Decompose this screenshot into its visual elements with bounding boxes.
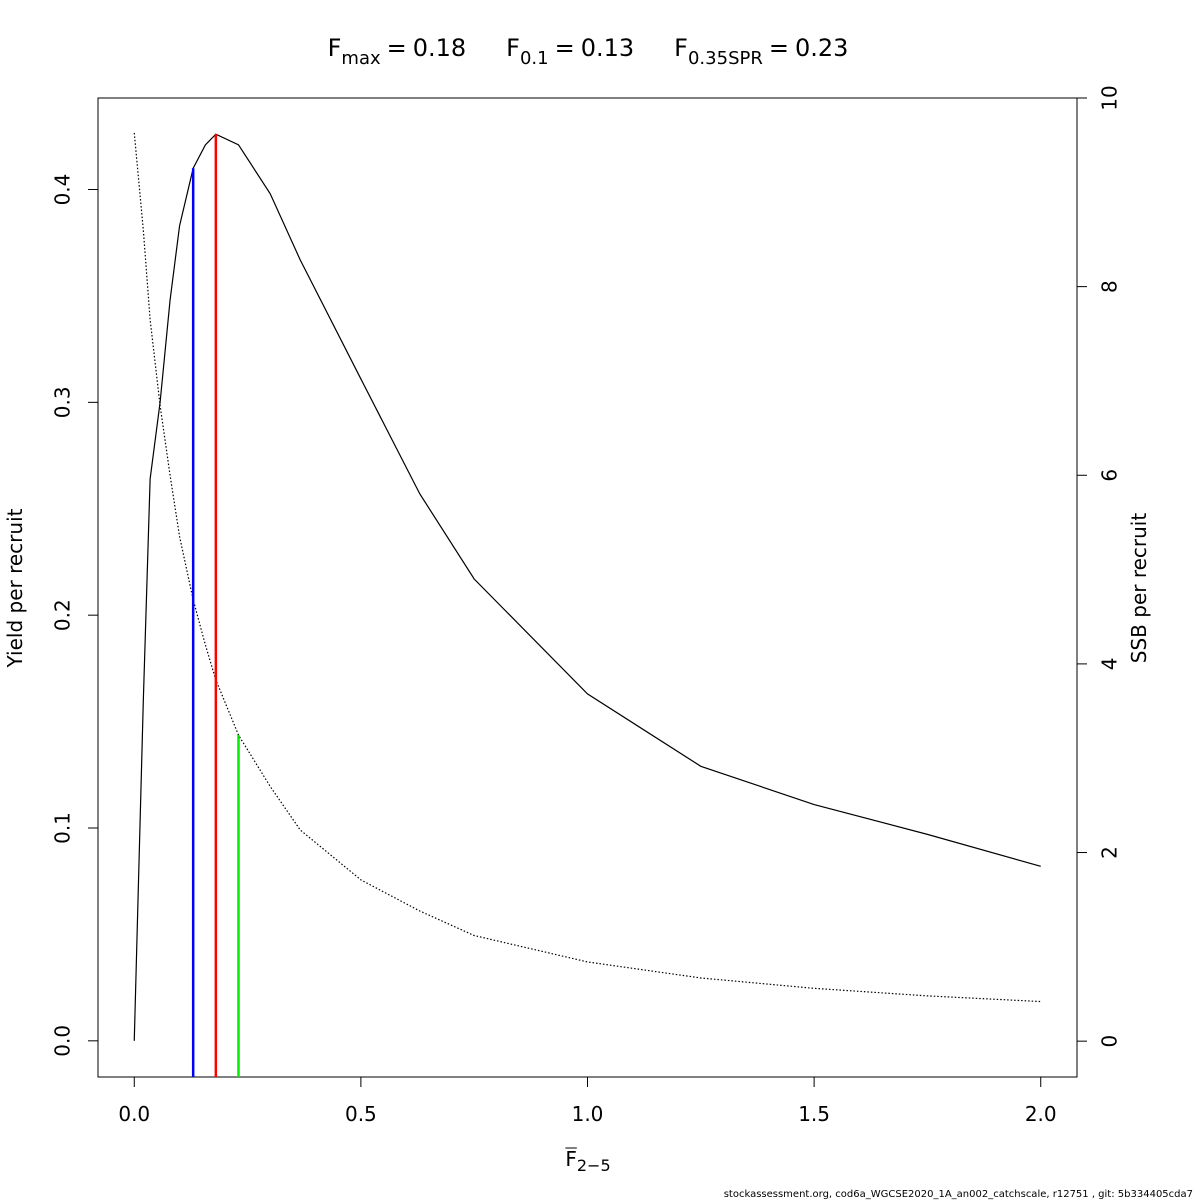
title-symbol: F xyxy=(328,34,342,62)
y2-tick-label: 6 xyxy=(1098,469,1122,482)
x-tick-label: 0.5 xyxy=(345,1102,377,1126)
y2-tick-label: 4 xyxy=(1098,658,1122,671)
y-tick-label: 0.0 xyxy=(51,1025,75,1057)
title-subscript: max xyxy=(341,48,381,69)
y-tick-label: 0.3 xyxy=(51,386,75,418)
plot-frame xyxy=(97,97,1078,1078)
y2-tick-label: 8 xyxy=(1098,280,1122,293)
y-tick-label: 0.2 xyxy=(51,599,75,631)
y2-tick-label: 2 xyxy=(1098,846,1122,859)
title-value: 0.13 xyxy=(581,34,634,62)
chart-title: Fmax = 0.18 F0.1 = 0.13 F0.35SPR = 0.23 xyxy=(328,34,849,69)
y2-axis-label: SSB per recruit xyxy=(1127,513,1151,664)
title-relation: = xyxy=(555,34,575,62)
y-axis-label: Yield per recruit xyxy=(3,508,27,668)
x-tick-label: 1.5 xyxy=(798,1102,830,1126)
x-tick-label: 1.0 xyxy=(572,1102,604,1126)
x-axis-label: F2−5 xyxy=(565,1147,610,1175)
title-relation: = xyxy=(769,34,789,62)
y2-tick-label: 0 xyxy=(1098,1035,1122,1048)
x-tick-label: 2.0 xyxy=(1025,1102,1057,1126)
series-line xyxy=(133,133,1041,1041)
title-symbol: F xyxy=(506,34,520,62)
y-tick-label: 0.4 xyxy=(51,174,75,206)
footer: stockassessment.org, cod6a_WGCSE2020_1A_… xyxy=(724,1189,1193,1200)
title-relation: = xyxy=(387,34,407,62)
x-tick-label: 0.0 xyxy=(118,1102,150,1126)
title-value: 0.18 xyxy=(413,34,466,62)
y-tick-label: 0.1 xyxy=(51,812,75,844)
title-value: 0.23 xyxy=(795,34,848,62)
x-label-subscript: 2−5 xyxy=(577,1156,611,1175)
title-subscript: 0.1 xyxy=(520,48,549,69)
series-line xyxy=(133,132,1041,1003)
y2-tick-label: 10 xyxy=(1098,85,1122,110)
title-symbol: F xyxy=(674,34,688,62)
title-subscript: 0.35SPR xyxy=(688,48,763,69)
x-label-symbol: F xyxy=(565,1147,577,1171)
